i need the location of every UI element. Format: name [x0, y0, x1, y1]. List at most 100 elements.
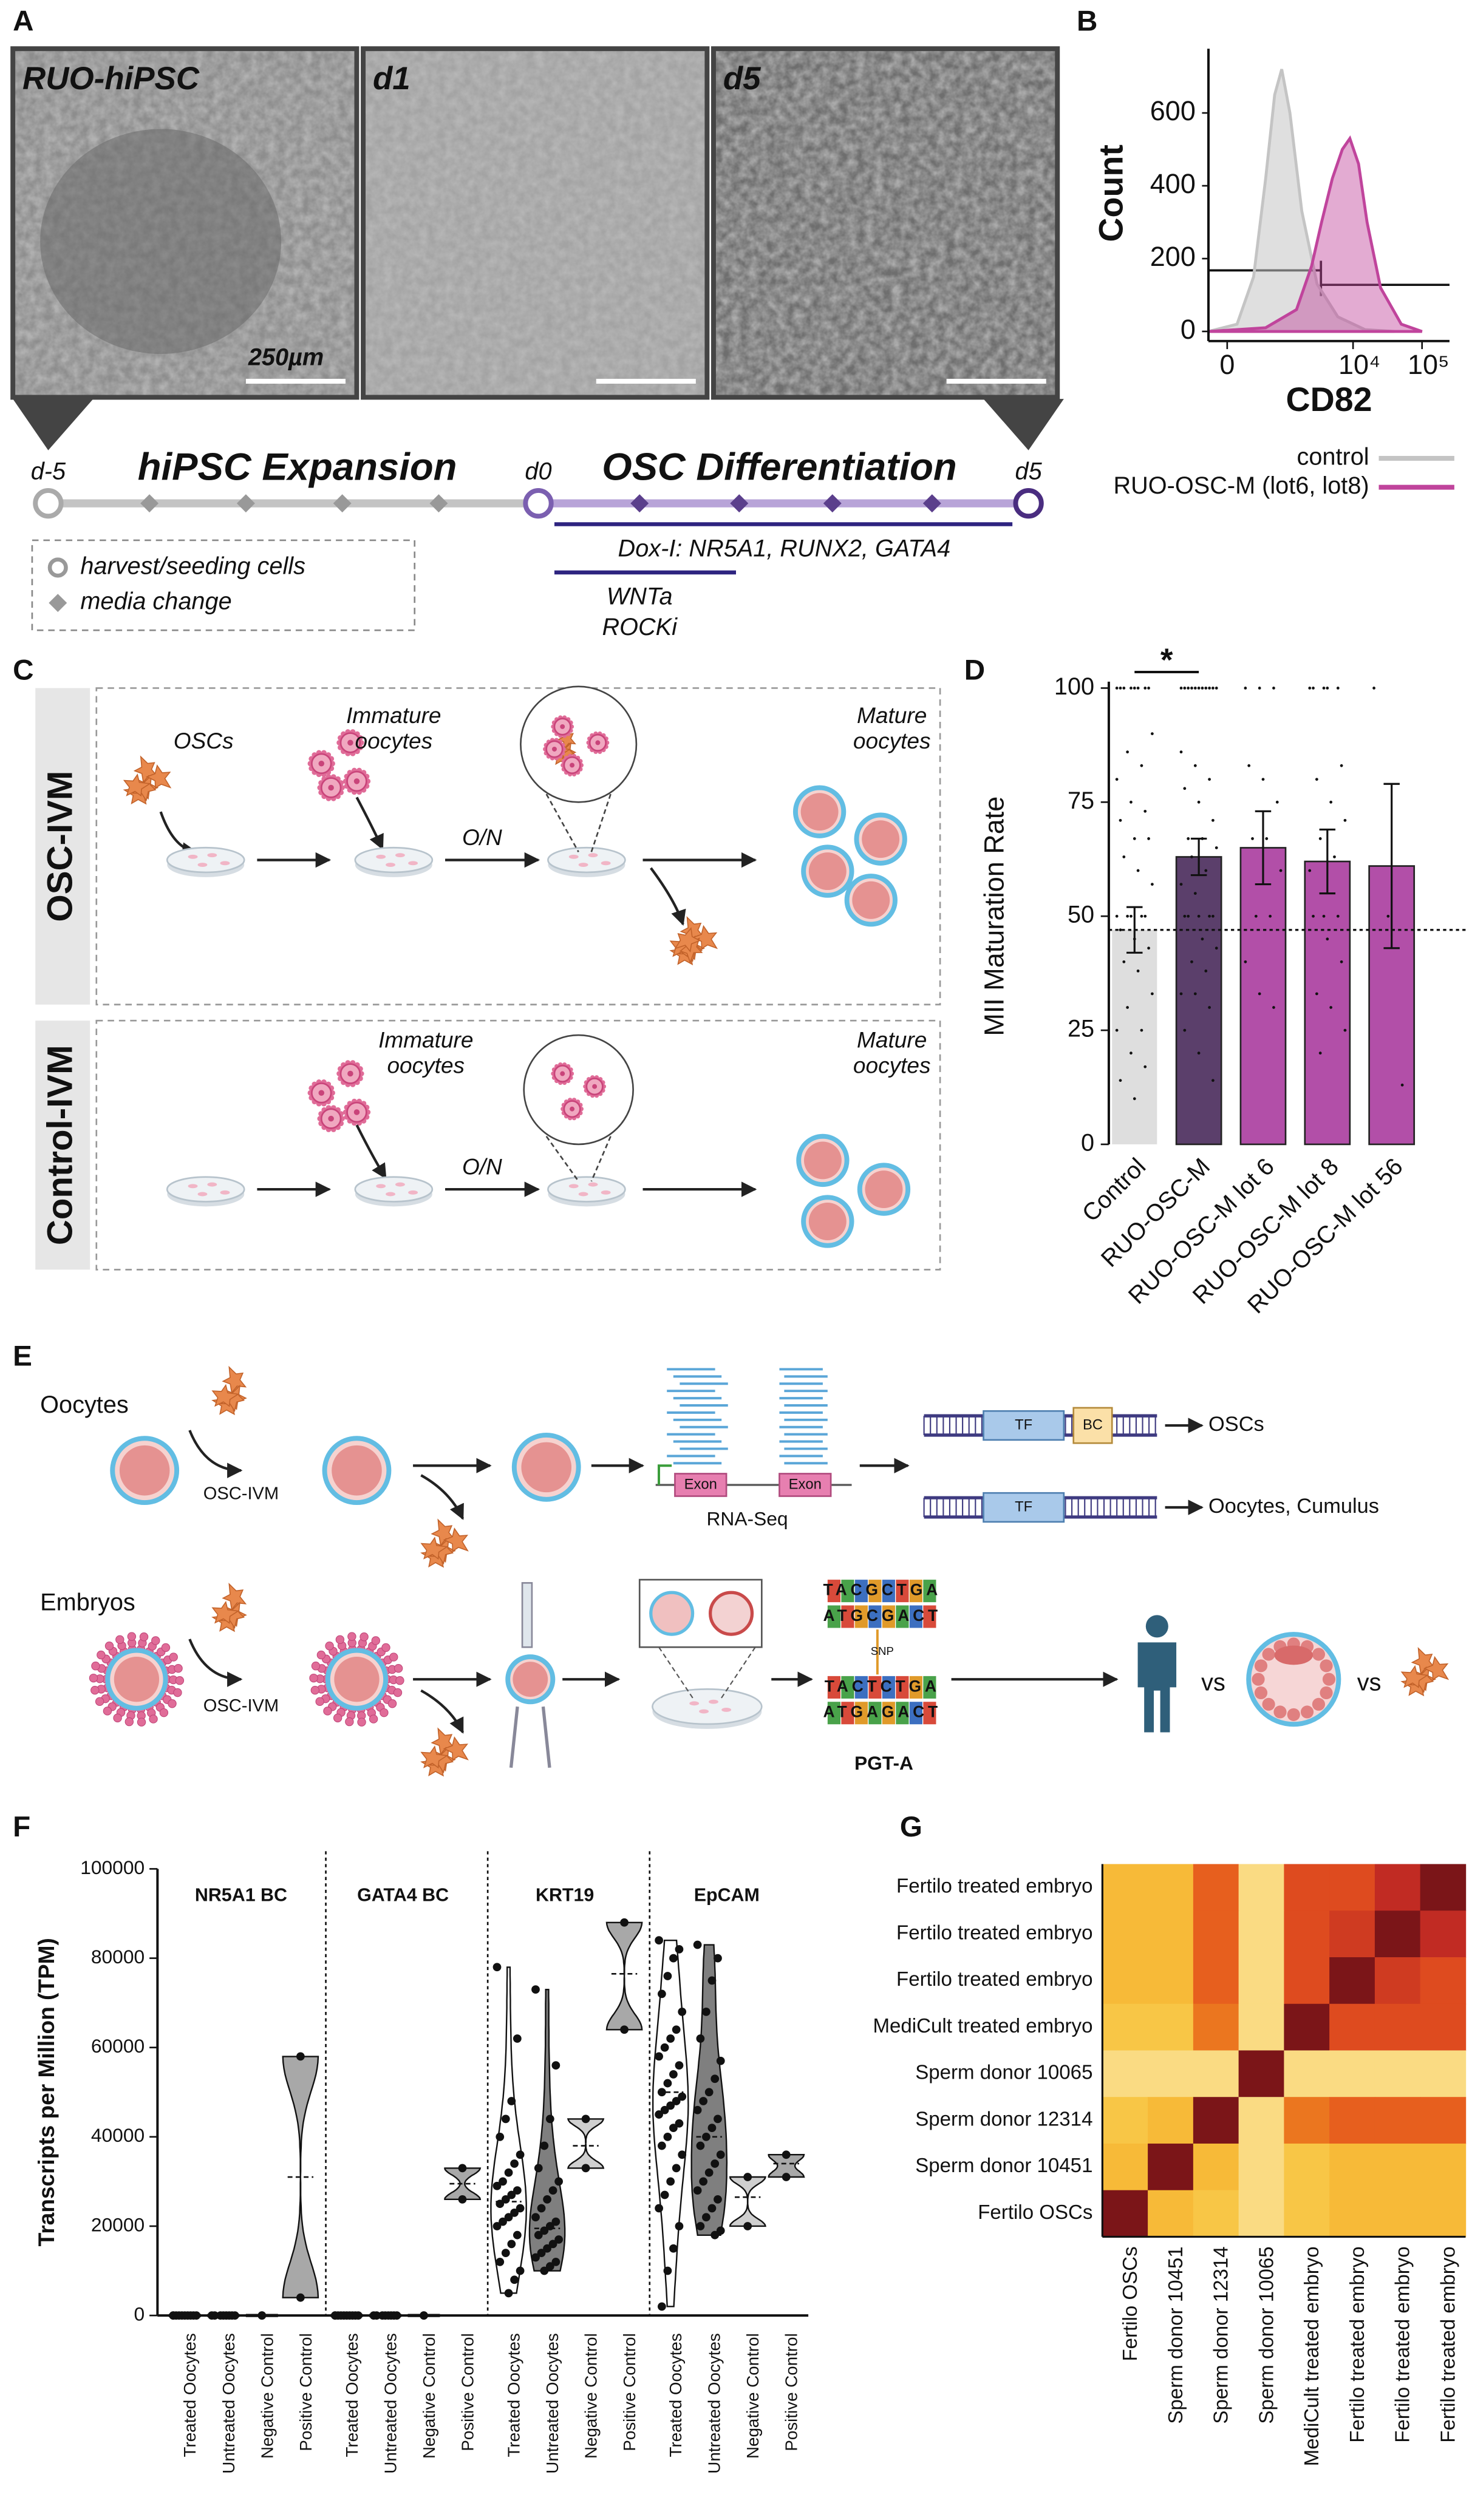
timepoint: d5: [1015, 458, 1043, 484]
point: [510, 2209, 519, 2217]
dish-dot: [197, 863, 208, 867]
nucleus: [560, 1071, 565, 1076]
point: [1322, 914, 1326, 918]
exon-label: Exon: [789, 1476, 822, 1492]
oocyte-core: [808, 852, 847, 891]
heatmap-cell: [1102, 2050, 1148, 2098]
row-label: Fertilo treated embryo: [896, 1875, 1092, 1898]
heatmap-cell: [1420, 2050, 1467, 2098]
point: [663, 2266, 672, 2275]
point: [707, 1976, 717, 1985]
y-tick-label: 25: [1068, 1016, 1094, 1042]
point: [1136, 869, 1140, 872]
cumulus-cell: [309, 1673, 318, 1683]
osc-cell: [1423, 1656, 1450, 1681]
cumulus-cell: [113, 1713, 122, 1723]
heatmap-cell: [1102, 2097, 1148, 2144]
point: [1318, 1051, 1322, 1055]
harvest: [1013, 487, 1044, 519]
point: [1322, 687, 1326, 690]
timepoint: d-5: [31, 458, 66, 484]
y-axis-label: Transcripts per Million (TPM): [33, 1938, 59, 2246]
point: [1211, 1079, 1215, 1082]
point: [1187, 837, 1190, 840]
heatmap-cell: [1329, 1910, 1375, 1958]
panel-label: D: [964, 654, 985, 687]
panel-label: A: [13, 5, 33, 37]
point: [699, 2097, 708, 2105]
heatmap-cell: [1284, 1957, 1330, 2005]
column-label: Sperm donor 12314: [1210, 2246, 1233, 2423]
legend-label: media change: [80, 588, 231, 615]
sequence: TACTCTGA: [825, 1677, 940, 1695]
point: [1190, 960, 1193, 963]
zoom: [520, 685, 638, 803]
point: [1151, 732, 1154, 735]
row-label: MediCult treated embryo: [873, 2015, 1092, 2037]
dish-dot: [709, 1699, 718, 1704]
point: [1147, 837, 1150, 840]
legend-box: [31, 539, 416, 631]
pointer: [13, 399, 94, 450]
point: [1136, 687, 1140, 690]
nucleus: [318, 1090, 325, 1096]
cumulus-cell: [335, 1635, 345, 1644]
point: [655, 2052, 663, 2061]
error-bar: [1383, 783, 1400, 949]
cumulus-cell: [103, 1707, 112, 1716]
cumulus-cell: [169, 1652, 178, 1662]
point: [537, 2249, 546, 2257]
y-tick-label: 40000: [91, 2124, 145, 2146]
heatmap-cell: [1148, 2143, 1194, 2191]
cumulus-cell: [91, 1662, 100, 1671]
bar: [1175, 856, 1222, 1146]
point: [1140, 914, 1143, 918]
cumulus-cell: [124, 1717, 134, 1727]
point: [548, 2186, 557, 2195]
point: [1193, 992, 1197, 996]
point: [1336, 687, 1340, 690]
tf-box: [983, 1410, 1065, 1441]
point: [1119, 1079, 1122, 1082]
point: [782, 2173, 791, 2181]
row-label: Fertilo OSCs: [978, 2201, 1092, 2224]
point: [1308, 869, 1312, 872]
nucleus: [552, 747, 557, 752]
violin: [605, 1921, 643, 2031]
dish: [354, 1176, 434, 1203]
point: [507, 2097, 516, 2105]
heatmap-cell: [1374, 2143, 1421, 2191]
y-axis-label: Count: [1092, 144, 1130, 242]
x-tick-label: Negative Control: [743, 2333, 762, 2459]
trophectoderm: [1262, 1648, 1275, 1661]
nucleus: [570, 762, 575, 768]
point: [1336, 914, 1340, 918]
x-tick-label: Positive Control: [620, 2333, 639, 2451]
point: [1244, 687, 1247, 690]
heatmap-cell: [1420, 2097, 1467, 2144]
arrow: [159, 811, 198, 858]
row-title: Oocytes: [40, 1391, 129, 1418]
y-tick-label: 60000: [91, 2035, 145, 2057]
cumulus-cell: [139, 1632, 149, 1642]
row-title: Control-IVM: [41, 1045, 80, 1245]
point: [716, 2226, 725, 2235]
y-tick-label: 400: [1150, 168, 1196, 199]
phase-label: hiPSC Expansion: [138, 446, 457, 488]
stage-label: Immature: [346, 702, 441, 728]
point: [1201, 937, 1204, 941]
trophectoderm: [1320, 1659, 1333, 1673]
micrograph-frame: [361, 46, 710, 400]
line: [545, 1135, 579, 1182]
column-label: Fertilo treated embryo: [1392, 2246, 1414, 2442]
heatmap-cell: [1374, 2003, 1421, 2051]
base-block: [909, 1676, 922, 1699]
base-block: [923, 1605, 936, 1628]
point: [1204, 869, 1208, 872]
point: [782, 2150, 791, 2159]
point: [1258, 992, 1261, 996]
point: [540, 2266, 549, 2275]
point: [696, 2141, 705, 2150]
point: [675, 2119, 684, 2128]
